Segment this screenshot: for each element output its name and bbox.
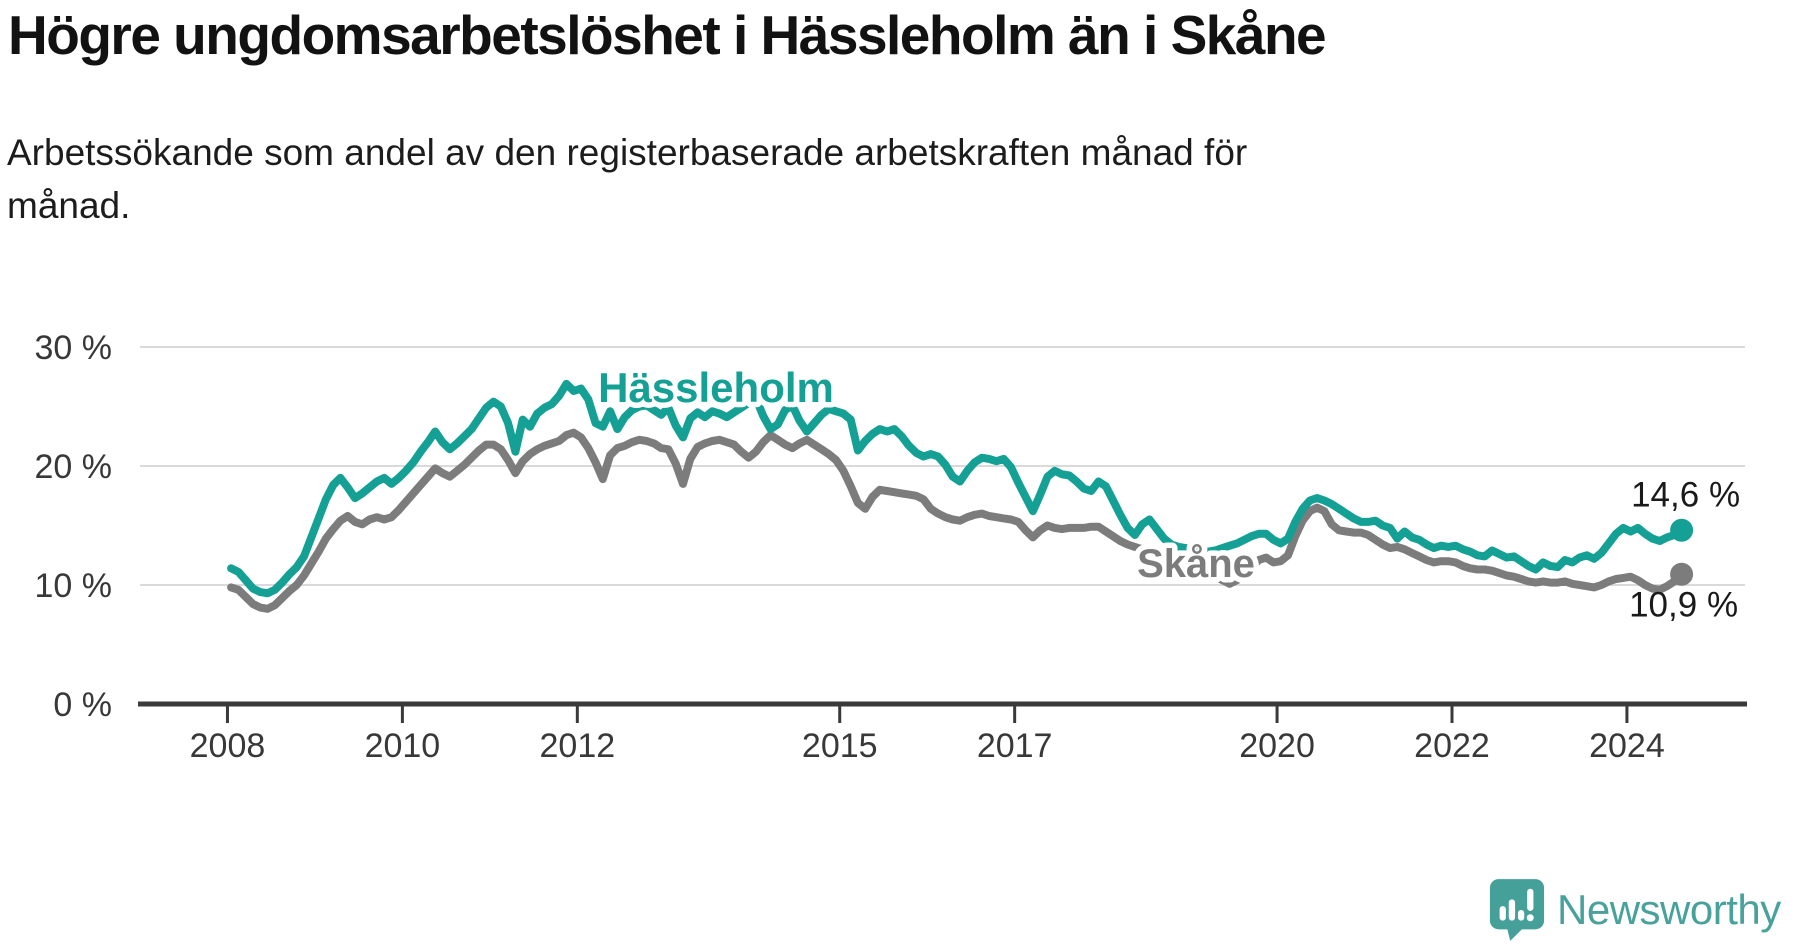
x-axis-tick-label: 2010	[365, 727, 441, 765]
series-endpoint-dot-skane	[1670, 562, 1694, 586]
y-axis-tick-label: 0 %	[53, 686, 112, 724]
newsworthy-logo-icon	[1489, 879, 1545, 941]
x-axis-tick-label: 2017	[977, 727, 1053, 765]
chart-title: Högre ungdomsarbetslöshet i Hässleholm ä…	[8, 4, 1327, 66]
chart-subtitle-line-1: Arbetssökande som andel av den registerb…	[7, 132, 1248, 173]
series-endpoint-dot-hassleholm	[1670, 518, 1694, 542]
newsworthy-logo-text: Newsworthy	[1557, 886, 1781, 933]
series-label-hassleholm: Hässleholm	[598, 364, 834, 411]
series-end-value-label-hassleholm: 14,6 %	[1631, 475, 1740, 514]
chart-subtitle: Arbetssökande som andel av den registerb…	[7, 126, 1707, 233]
x-axis-tick-label: 2008	[190, 727, 266, 765]
series-line-hassleholm	[227, 379, 1686, 598]
series-line-skane	[227, 428, 1686, 613]
series-end-value-label-skane: 10,9 %	[1629, 585, 1738, 624]
x-axis-tick-label: 2012	[540, 727, 616, 765]
x-axis-tick-label: 2020	[1239, 727, 1315, 765]
y-axis-tick-label: 10 %	[35, 567, 113, 605]
newsworthy-logo: Newsworthy	[1488, 878, 1781, 942]
y-axis-tick-label: 20 %	[35, 448, 113, 486]
chart-subtitle-line-2: månad.	[7, 185, 131, 227]
x-axis-tick-label: 2022	[1414, 727, 1490, 765]
y-axis-tick-label: 30 %	[35, 329, 113, 367]
series-label-skane: Skåne	[1137, 542, 1255, 586]
x-axis-tick-label: 2024	[1589, 727, 1665, 765]
x-axis-tick-label: 2015	[802, 727, 878, 765]
